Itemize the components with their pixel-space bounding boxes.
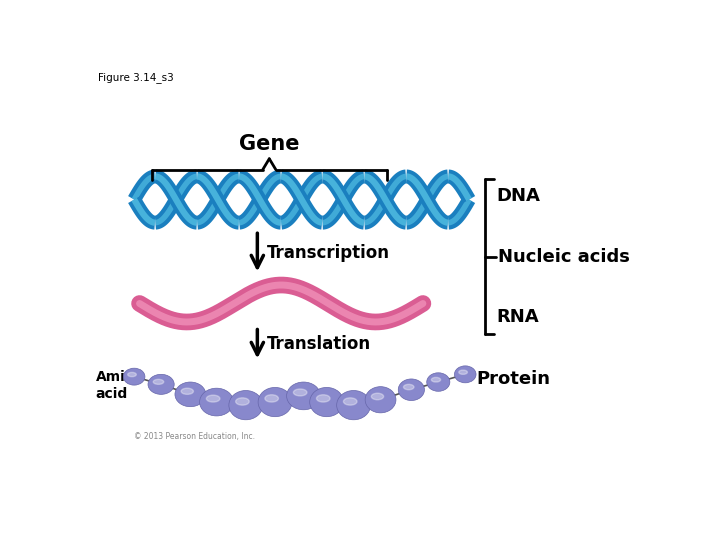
Ellipse shape xyxy=(293,389,307,396)
Ellipse shape xyxy=(398,379,425,401)
Ellipse shape xyxy=(454,366,476,383)
Text: DNA: DNA xyxy=(497,187,541,205)
Text: Amino
acid: Amino acid xyxy=(96,370,145,401)
Ellipse shape xyxy=(207,395,220,402)
Ellipse shape xyxy=(317,395,330,402)
Ellipse shape xyxy=(427,373,450,392)
Ellipse shape xyxy=(123,368,145,385)
Text: RNA: RNA xyxy=(497,308,539,326)
Ellipse shape xyxy=(127,373,136,377)
Ellipse shape xyxy=(235,398,249,405)
Ellipse shape xyxy=(459,370,467,374)
Ellipse shape xyxy=(431,377,441,382)
Text: Translation: Translation xyxy=(266,335,371,353)
Text: Protein: Protein xyxy=(477,370,551,388)
Ellipse shape xyxy=(310,387,343,417)
Ellipse shape xyxy=(372,393,384,400)
Ellipse shape xyxy=(258,387,292,417)
Ellipse shape xyxy=(181,388,194,394)
Ellipse shape xyxy=(153,379,163,384)
Ellipse shape xyxy=(365,387,396,413)
Text: © 2013 Pearson Education, Inc.: © 2013 Pearson Education, Inc. xyxy=(134,431,255,441)
Text: Nucleic acids: Nucleic acids xyxy=(498,247,630,266)
Ellipse shape xyxy=(229,390,263,420)
Ellipse shape xyxy=(175,382,206,407)
Ellipse shape xyxy=(343,398,357,405)
Ellipse shape xyxy=(148,374,174,394)
Text: Figure 3.14_s3: Figure 3.14_s3 xyxy=(98,72,174,83)
Ellipse shape xyxy=(199,388,233,416)
Ellipse shape xyxy=(265,395,279,402)
Ellipse shape xyxy=(337,390,371,420)
Ellipse shape xyxy=(287,382,320,410)
Text: Gene: Gene xyxy=(239,134,300,154)
Ellipse shape xyxy=(403,384,414,390)
Text: Transcription: Transcription xyxy=(266,244,390,262)
